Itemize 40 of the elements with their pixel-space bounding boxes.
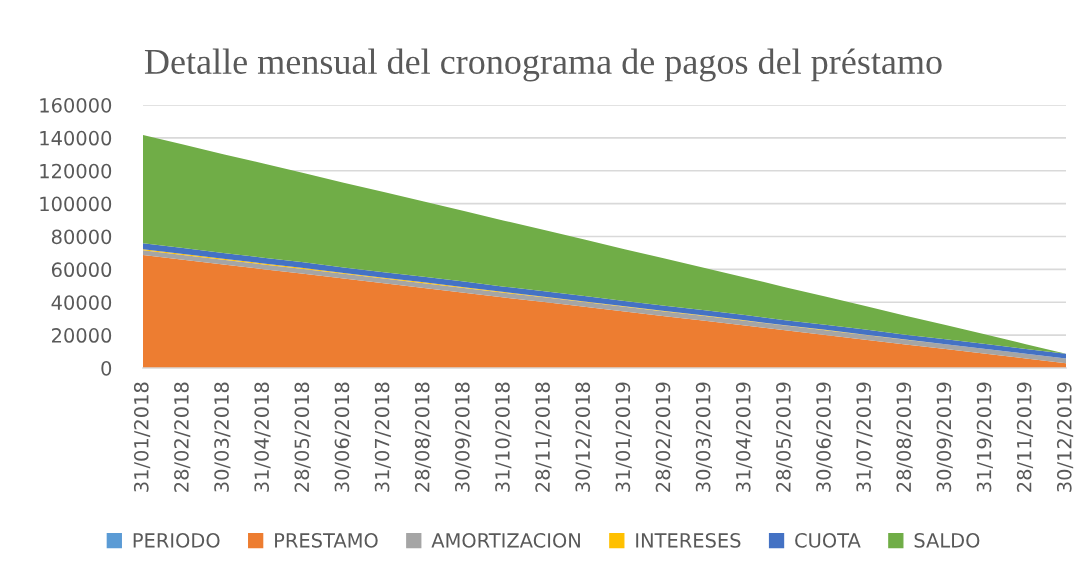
x-tick-label: 28/08/2018 [414,382,432,492]
legend-label: SALDO [914,533,980,548]
y-tick-label: 120000 [40,163,112,179]
x-tick-label: 31/01/2019 [615,382,632,492]
y-tick-label: 60000 [51,262,112,278]
x-tick-label: 28/11/2019 [1016,382,1034,492]
x-tick-label: 30/06/2019 [816,382,833,492]
x-tick-label: 30/06/2018 [334,382,351,492]
x-tick-label: 30/09/2018 [454,382,472,492]
legend-label: PRESTAMO [275,533,378,548]
y-tick-label: 0 [101,360,112,376]
y-tick-label: 40000 [51,295,112,310]
x-tick-label: 31/07/2019 [856,382,873,492]
y-tick-label: 160000 [40,97,112,113]
y-tick-label: 80000 [51,229,112,245]
legend-label: PERIODO [133,533,220,548]
x-tick-label: 30/12/2018 [575,382,592,492]
x-tick-label: 31/04/2019 [735,382,753,492]
x-tick-label: 31/01/2018 [133,382,151,492]
x-tick-label: 30/03/2019 [695,382,712,492]
x-tick-label: 31/19/2019 [976,382,993,492]
legend-label: AMORTIZACION [431,533,580,548]
y-tick-label: 140000 [40,130,112,146]
x-tick-label: 31/07/2018 [374,382,391,492]
x-tick-label: 30/12/2019 [1056,382,1074,492]
x-tick-label: 28/02/2019 [655,382,672,492]
x-tick-label: 28/08/2019 [896,382,913,492]
legend-label: CUOTA [795,533,861,548]
x-tick-label: 28/05/2019 [776,382,793,492]
x-tick-label: 31/04/2018 [254,382,271,492]
x-tick-label: 30/09/2019 [936,382,953,492]
x-tick-label: 28/05/2018 [294,382,311,492]
x-tick-label: 28/02/2018 [174,382,191,492]
x-tick-label: 30/03/2018 [214,382,231,492]
y-tick-label: 100000 [40,196,112,212]
x-tick-label: 31/10/2018 [495,382,512,492]
legend-label: INTERESES [636,533,741,548]
x-tick-label: 28/11/2018 [535,382,552,492]
chart-title: Detalle mensual del cronograma de pagos del préstamo [144,48,942,82]
y-tick-label: 20000 [52,328,112,343]
